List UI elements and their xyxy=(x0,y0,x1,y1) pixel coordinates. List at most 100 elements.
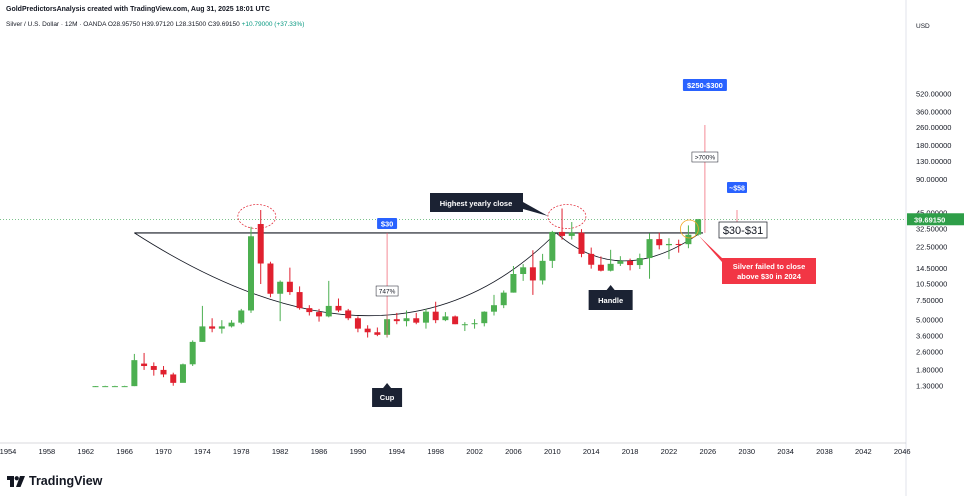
candle-body xyxy=(588,253,595,265)
time-tick-label: 1982 xyxy=(272,447,289,456)
measure-700-box xyxy=(691,151,719,163)
candle-body xyxy=(627,260,634,266)
price-tick-label: 1.30000 xyxy=(916,381,943,390)
time-tick-label: 1978 xyxy=(233,447,250,456)
candle-body xyxy=(170,374,177,383)
candle-body xyxy=(277,281,284,294)
time-tick-label: 1998 xyxy=(427,447,444,456)
price-tick-label: 2.60000 xyxy=(916,348,943,357)
candle-body xyxy=(413,318,420,323)
last-price-tag xyxy=(907,213,964,226)
target-58-tag xyxy=(727,182,747,193)
symbol-ohlc: Silver / U.S. Dollar · 12M · OANDA O28.9… xyxy=(6,21,240,28)
target-58-label: ~$58 xyxy=(729,186,745,193)
time-tick-label: 2046 xyxy=(894,447,911,456)
price-axis-currency: USD xyxy=(916,23,930,30)
candle-body xyxy=(393,319,400,322)
candle-body xyxy=(374,332,381,335)
time-tick-label: 1970 xyxy=(155,447,172,456)
candle-body xyxy=(102,386,109,388)
candle-body xyxy=(218,326,225,329)
high-1980-circle xyxy=(237,204,277,229)
cup-curve xyxy=(134,232,557,316)
candle-body xyxy=(403,318,410,322)
time-tick-label: 1954 xyxy=(0,447,16,456)
handle-label: Handle xyxy=(598,296,623,305)
candle-body xyxy=(646,239,653,259)
time-tick-label: 1986 xyxy=(311,447,328,456)
time-tick-label: 2038 xyxy=(816,447,833,456)
price-tick-label: 14.50000 xyxy=(916,264,947,273)
time-tick-label: 2002 xyxy=(466,447,483,456)
cup-label: Cup xyxy=(380,393,395,402)
candle-body xyxy=(665,243,672,246)
candle-body xyxy=(316,312,323,317)
price-tick-label: 45.00000 xyxy=(916,209,947,218)
candle-body xyxy=(111,386,118,388)
price-tick-label: 90.00000 xyxy=(916,175,947,184)
tradingview-logo[interactable]: TradingView xyxy=(7,472,102,490)
time-tick-label: 1958 xyxy=(39,447,56,456)
candle-body xyxy=(578,232,585,254)
price-tick-label: 1.80000 xyxy=(916,365,943,374)
candle-body xyxy=(481,311,488,324)
candle-body xyxy=(539,260,546,281)
candle-body xyxy=(675,243,682,245)
candle-body xyxy=(452,316,459,325)
measure-747-box xyxy=(375,285,399,297)
highest-close-label: Highest yearly close xyxy=(440,199,513,208)
candle-body xyxy=(160,369,167,375)
candle-body xyxy=(354,318,361,329)
time-tick-label: 2014 xyxy=(583,447,600,456)
candle-body xyxy=(267,263,274,294)
level-30-tag xyxy=(377,218,398,229)
candle-body xyxy=(685,234,692,245)
highest-close-callout xyxy=(430,193,548,216)
time-tick-label: 2018 xyxy=(622,447,639,456)
candle-body xyxy=(461,324,468,326)
failed-close-callout xyxy=(699,236,816,284)
candle-body xyxy=(500,292,507,306)
candle-body xyxy=(306,308,313,313)
target-250-300-tag xyxy=(682,79,727,91)
candle-body xyxy=(520,267,527,274)
candle-body xyxy=(442,316,449,321)
candle-body xyxy=(141,363,148,367)
symbol-change: +10.79000 (+37.33%) xyxy=(241,21,305,28)
price-tick-label: 180.00000 xyxy=(916,141,951,150)
price-tick-label: 7.50000 xyxy=(916,296,943,305)
handle-callout xyxy=(588,285,633,310)
candle-body xyxy=(199,326,206,342)
price-tick-label: 130.00000 xyxy=(916,157,951,166)
measure-700-label: >700% xyxy=(695,155,716,162)
price-tick-label: 22.50000 xyxy=(916,242,947,251)
time-tick-label: 1990 xyxy=(350,447,367,456)
range-30-31-label: $30-$31 xyxy=(723,225,763,237)
symbol-info-line: Silver / U.S. Dollar · 12M · OANDA O28.9… xyxy=(6,21,304,28)
candle-body xyxy=(656,239,663,246)
candle-body xyxy=(209,326,216,329)
candle-body xyxy=(238,310,245,323)
candle-body xyxy=(491,305,497,312)
candle-body xyxy=(432,311,439,321)
candle-body xyxy=(335,305,342,311)
price-tick-label: 5.00000 xyxy=(916,316,943,325)
candle-body xyxy=(597,264,604,271)
candle-body xyxy=(549,231,556,261)
time-tick-label: 2006 xyxy=(505,447,522,456)
time-tick-label: 1962 xyxy=(77,447,94,456)
candle-body xyxy=(636,258,643,266)
failed-close-line-1: Silver failed to close xyxy=(733,262,806,271)
candle-body xyxy=(422,311,429,323)
candle-body xyxy=(286,281,293,293)
candle-body xyxy=(559,231,566,236)
breakout-2024-circle xyxy=(679,219,699,239)
candle-body xyxy=(131,360,138,387)
time-tick-label: 1966 xyxy=(116,447,133,456)
price-tick-label: 10.50000 xyxy=(916,280,947,289)
candle-body xyxy=(150,366,157,370)
candle-body xyxy=(345,310,352,319)
time-tick-label: 2010 xyxy=(544,447,561,456)
